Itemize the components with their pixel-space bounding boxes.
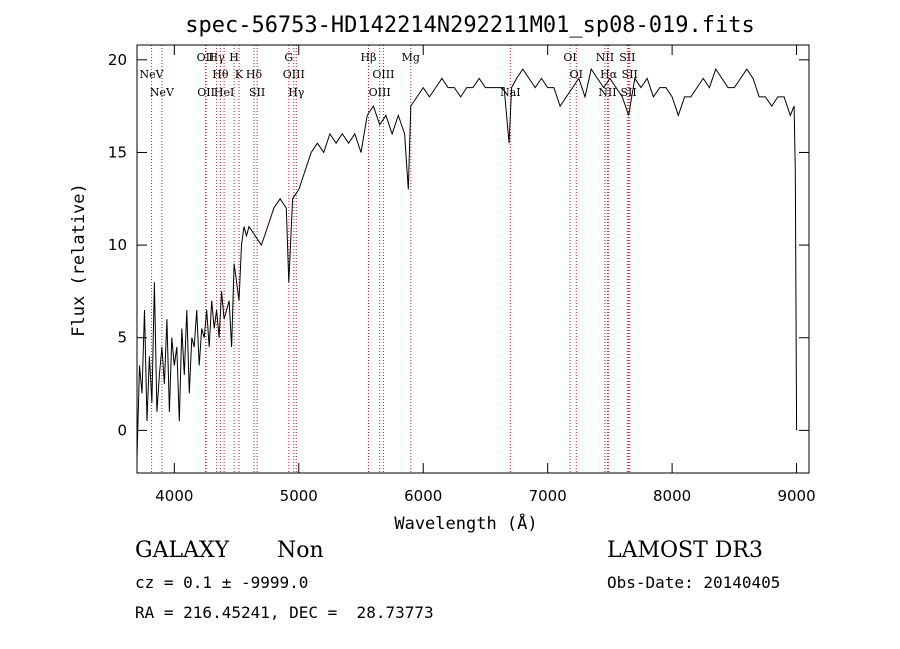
line-marker-label-1: NeV <box>140 68 165 81</box>
x-tick-label-1: 5000 <box>280 487 318 505</box>
y-tick-label-4: 20 <box>108 51 127 69</box>
line-marker-label-2: NeV <box>150 86 175 99</box>
object-class: GALAXY <box>135 538 230 563</box>
x-axis: 4000 5000 6000 7000 8000 9000 <box>155 45 816 505</box>
line-marker-label-25: SII <box>619 51 635 64</box>
line-marker-label-13: OIII <box>283 68 305 81</box>
line-marker-label-10: Hδ <box>246 68 263 81</box>
survey-name: LAMOST DR3 <box>607 538 763 563</box>
line-marker-label-11: SII <box>249 86 265 99</box>
line-marker-label-12: G <box>284 51 293 64</box>
line-marker-label-26: SII <box>622 68 638 81</box>
x-tick-label-2: 6000 <box>404 487 442 505</box>
line-marker-label-7: HeI <box>214 86 234 99</box>
radec-line: RA = 216.45241, DEC = 28.73773 <box>135 603 434 622</box>
line-marker-label-18: Mg <box>402 51 420 64</box>
y-tick-label-3: 15 <box>108 143 127 161</box>
spectrum-line <box>136 67 798 459</box>
line-marker-label-4: OII <box>197 86 215 99</box>
plot-frame <box>136 44 810 474</box>
line-marker-label-3: OII <box>197 51 215 64</box>
line-marker-label-9: K <box>235 68 244 81</box>
line-marker-label-14: Hγ <box>288 86 305 99</box>
y-axis-label: Flux (relative) <box>69 183 89 337</box>
x-tick-label-3: 7000 <box>529 487 567 505</box>
line-marker-label-17: OIII <box>369 86 391 99</box>
line-marker-label-5: Hγ <box>209 51 226 64</box>
y-tick-label-2: 10 <box>108 236 127 254</box>
line-marker-label-15: Hβ <box>360 51 376 64</box>
y-tick-label-0: 0 <box>117 421 127 439</box>
line-marker-label-8: H <box>229 51 239 64</box>
x-tick-label-5: 9000 <box>777 487 815 505</box>
line-marker-label-21: OI <box>570 68 583 81</box>
x-tick-label-0: 4000 <box>155 487 193 505</box>
line-marker-label-24: NII <box>598 86 616 99</box>
line-marker-label-23: Hα <box>600 68 618 81</box>
y-axis: 0 5 10 15 20 <box>108 51 809 439</box>
obs-date-line: Obs-Date: 20140405 <box>607 573 781 592</box>
line-marker-label-20: OI <box>563 51 576 64</box>
line-marker-label-6: Hθ <box>212 68 229 81</box>
line-marker-label-22: NII <box>596 51 614 64</box>
line-marker-label-16: OIII <box>372 68 394 81</box>
chart-title: spec-56753-HD142214N292211M01_sp08-019.f… <box>185 13 755 38</box>
x-axis-label: Wavelength (Å) <box>394 512 537 534</box>
object-subclass: Non <box>277 538 324 563</box>
redshift-line: cz = 0.1 ± -9999.0 <box>135 573 309 592</box>
x-tick-label-4: 8000 <box>653 487 691 505</box>
y-tick-label-1: 5 <box>117 329 127 347</box>
